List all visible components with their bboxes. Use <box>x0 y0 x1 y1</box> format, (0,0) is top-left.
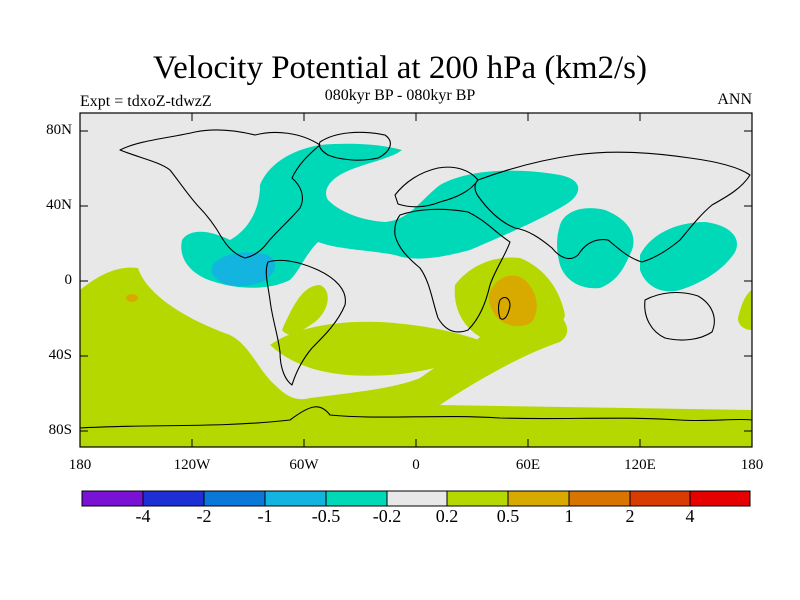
colorbar-box-6 <box>386 490 448 507</box>
colorbar-label-3: -1 <box>257 506 273 526</box>
negative-region-indian-asia <box>557 208 634 289</box>
y-label-40n: 40N <box>46 197 72 213</box>
positive-region-pacific-southern <box>80 267 752 447</box>
colorbar-label-7: 0.5 <box>496 506 520 526</box>
africa-outline <box>394 208 511 333</box>
season-label: ANN <box>717 91 752 108</box>
north-america-outline <box>119 129 321 259</box>
positive-mid-madagascar <box>488 275 537 327</box>
plot-title: Velocity Potential at 200 hPa (km2/s) <box>152 50 648 86</box>
x-label-120w: 120W <box>173 457 211 473</box>
positive-region-south-america <box>282 285 328 335</box>
colorbar-box-8 <box>507 490 570 507</box>
colorbar <box>81 490 751 507</box>
australia-outline <box>644 291 715 341</box>
positive-region-east-edge <box>738 290 752 330</box>
negative-mid-central-america <box>211 252 276 287</box>
colorbar-box-9 <box>568 490 631 507</box>
map-area <box>80 113 752 447</box>
plot-subtitle: 080kyr BP - 080kyr BP <box>324 87 476 104</box>
colorbar-box-5 <box>325 490 388 507</box>
y-axis-ticks <box>80 130 752 432</box>
colorbar-box-4 <box>264 490 327 507</box>
y-label-80s: 80S <box>48 422 72 438</box>
greenland-outline <box>318 131 391 161</box>
x-label-60w: 60W <box>289 457 319 473</box>
negative-region-west-pacific <box>640 222 737 292</box>
colorbar-box-3 <box>203 490 266 507</box>
colorbar-box-2 <box>142 490 205 507</box>
y-label-0: 0 <box>64 272 73 288</box>
x-label-180e: 180 <box>740 457 764 473</box>
x-label-120e: 120E <box>624 457 656 473</box>
madagascar-outline <box>497 297 511 320</box>
colorbar-label-5: -0.2 <box>372 506 402 526</box>
x-label-0: 0 <box>412 457 420 473</box>
colorbar-box-10 <box>629 490 691 507</box>
colorbar-label-6: 0.2 <box>435 506 459 526</box>
south-america-outline <box>265 259 346 386</box>
experiment-label: Expt = tdxoZ-tdwzZ <box>80 93 212 110</box>
colorbar-label-1: -4 <box>135 506 151 526</box>
colorbar-label-9: 2 <box>625 506 635 526</box>
coastlines <box>80 129 752 429</box>
y-label-80n: 80N <box>46 122 72 138</box>
antarctica-outline <box>80 406 752 429</box>
colorbar-label-2: -2 <box>196 506 212 526</box>
y-label-40s: 40S <box>48 347 72 363</box>
colorbar-label-10: 4 <box>685 506 695 526</box>
asia-outline <box>474 151 751 263</box>
colorbar-box-7 <box>446 490 509 507</box>
x-label-60e: 60E <box>515 457 541 473</box>
x-label-180w: 180 <box>68 457 92 473</box>
colorbar-box-1 <box>81 490 144 507</box>
colorbar-label-8: 1 <box>564 506 574 526</box>
colorbar-box-11 <box>689 490 751 507</box>
colorbar-label-4: -0.5 <box>311 506 341 526</box>
positive-mid-pacific-spot <box>126 294 138 302</box>
x-axis-ticks <box>79 113 753 447</box>
